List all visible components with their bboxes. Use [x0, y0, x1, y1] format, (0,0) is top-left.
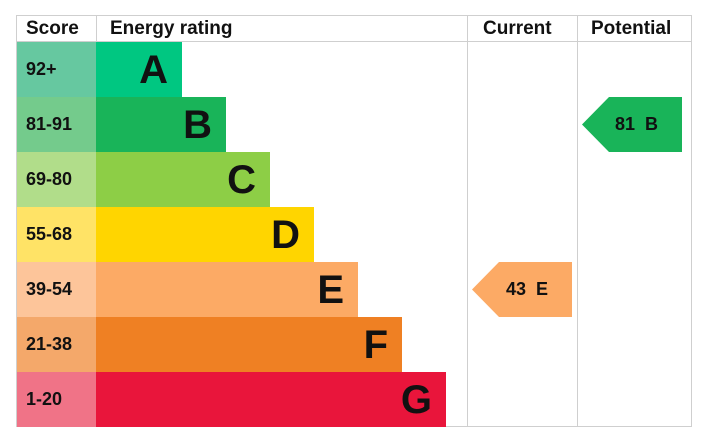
rating-bar-a: A: [96, 42, 182, 97]
column-divider-score: [96, 15, 97, 42]
column-divider-potential: [577, 15, 578, 427]
score-range-d: 55-68: [17, 207, 96, 262]
potential-rating-label: 81 B: [615, 114, 659, 134]
score-range-c: 69-80: [17, 152, 96, 207]
current-rating-label: 43 E: [506, 279, 549, 299]
rating-bar-d: D: [96, 207, 314, 262]
header-energy-rating: Energy rating: [110, 18, 233, 39]
header-current: Current: [483, 18, 552, 39]
column-divider-current: [467, 15, 468, 427]
score-range-e: 39-54: [17, 262, 96, 317]
score-range-g: 1-20: [17, 372, 96, 427]
arrow-left-shape-icon: [582, 97, 682, 152]
header-divider: [16, 41, 692, 42]
header-score: Score: [26, 18, 79, 39]
score-range-b: 81-91: [17, 97, 96, 152]
rating-bar-g: G: [96, 372, 446, 427]
header-potential: Potential: [591, 18, 672, 39]
score-range-a: 92+: [17, 42, 96, 97]
rating-bar-c: C: [96, 152, 270, 207]
rating-bar-f: F: [96, 317, 402, 372]
rating-bar-e: E: [96, 262, 358, 317]
arrow-left-shape-icon: [472, 262, 572, 317]
score-range-f: 21-38: [17, 317, 96, 372]
current-rating-arrow: 43 E: [472, 262, 572, 317]
potential-rating-arrow: 81 B: [582, 97, 682, 152]
rating-bar-b: B: [96, 97, 226, 152]
